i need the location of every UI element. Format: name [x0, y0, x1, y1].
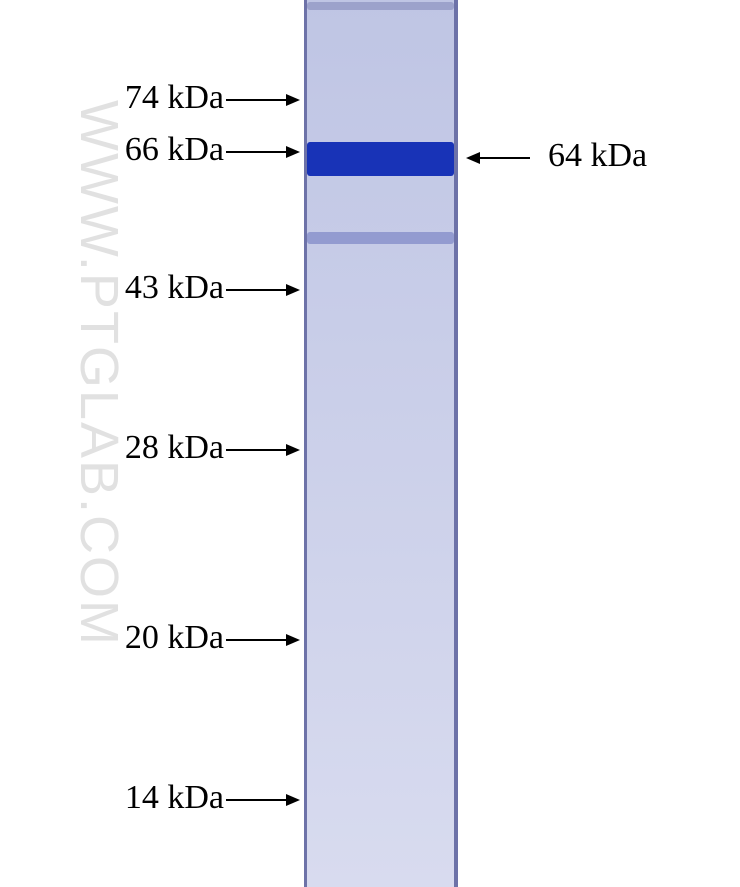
gel-lane-border-left [304, 0, 307, 887]
gel-band-1 [307, 142, 454, 176]
mw-marker-arrow-5 [226, 799, 300, 801]
band-annotation-arrow [466, 157, 530, 159]
mw-marker-label-2: 43 kDa [0, 269, 224, 307]
band-annotation-label: 64 kDa [548, 137, 647, 175]
mw-marker-label-5: 14 kDa [0, 779, 224, 817]
gel-band-2 [307, 232, 454, 244]
mw-marker-arrow-0 [226, 99, 300, 101]
mw-marker-arrow-2 [226, 289, 300, 291]
mw-marker-arrow-3 [226, 449, 300, 451]
mw-marker-label-1: 66 kDa [0, 131, 224, 169]
gel-lane-border-right [454, 0, 458, 887]
mw-marker-arrow-4 [226, 639, 300, 641]
gel-band-0 [307, 2, 454, 10]
watermark-text: WWW.PTGLAB.COM [68, 100, 130, 647]
gel-lane [304, 0, 458, 887]
mw-marker-label-0: 74 kDa [0, 79, 224, 117]
mw-marker-arrow-1 [226, 151, 300, 153]
mw-marker-label-4: 20 kDa [0, 619, 224, 657]
mw-marker-label-3: 28 kDa [0, 429, 224, 467]
gel-figure: WWW.PTGLAB.COM74 kDa 66 kDa 43 kDa 28 kDa 20… [0, 0, 740, 887]
